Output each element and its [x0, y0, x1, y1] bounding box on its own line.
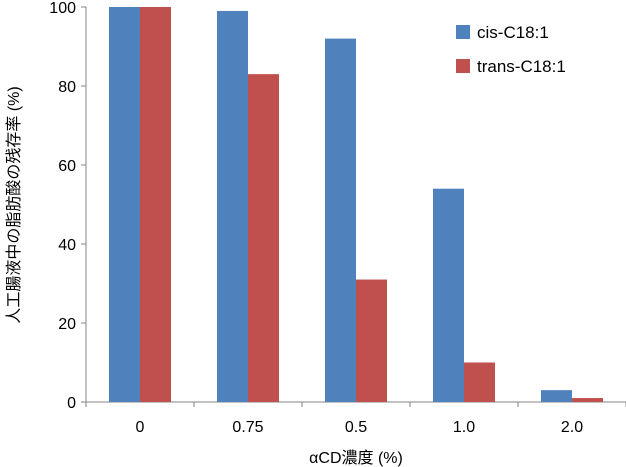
x-tick-label: 0.75: [232, 419, 263, 436]
bar-cis-C18:1: [109, 7, 140, 402]
x-tick-label: 1.0: [453, 419, 475, 436]
y-axis-title: 人工腸液中の脂肪酸の残存率 (%): [5, 86, 23, 323]
x-tick-label: 2.0: [561, 419, 583, 436]
y-axis-ticks: 0 20 40 60 80 100: [49, 0, 86, 412]
x-tick-label: 0.5: [345, 419, 367, 436]
legend-label: cis-C18:1: [477, 23, 549, 42]
bar-cis-C18:1: [217, 10, 248, 402]
legend-label: trans-C18:1: [477, 57, 566, 76]
y-tick-label: 20: [58, 316, 76, 333]
bar-cis-C18:1: [433, 188, 464, 402]
y-tick-label: 80: [58, 79, 76, 96]
legend-swatch: [456, 59, 470, 73]
x-axis-title: αCD濃度 (%): [309, 449, 403, 467]
bar-cis-C18:1: [541, 390, 572, 402]
bar-trans-C18:1: [140, 7, 171, 402]
bar-trans-C18:1: [356, 279, 387, 402]
legend-swatch: [456, 25, 470, 39]
y-tick-label: 60: [58, 158, 76, 175]
bars: [109, 7, 603, 403]
x-tick-label: 0: [136, 419, 145, 436]
bar-trans-C18:1: [248, 74, 279, 403]
bar-trans-C18:1: [464, 362, 495, 402]
bar-cis-C18:1: [325, 38, 356, 402]
legend: cis-C18:1 trans-C18:1: [456, 23, 566, 76]
bar-trans-C18:1: [572, 398, 603, 402]
y-tick-label: 100: [49, 0, 76, 17]
y-tick-label: 40: [58, 237, 76, 254]
y-tick-label: 0: [67, 395, 76, 412]
x-axis-ticks: 0 0.75 0.5 1.0 2.0: [85, 402, 626, 436]
